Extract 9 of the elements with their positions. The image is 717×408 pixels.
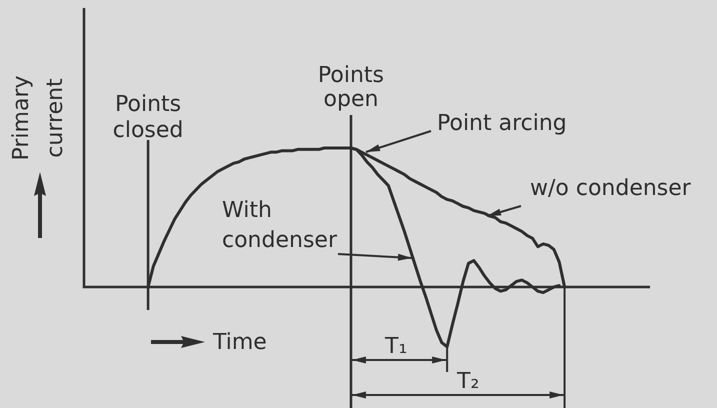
text: Points open <box>318 63 384 112</box>
series-label: w/o condenser <box>530 176 692 201</box>
x-axis-title: Time <box>212 330 267 355</box>
text: T₂ <box>456 369 480 394</box>
annotation: T₁ <box>384 334 408 359</box>
y-axis-title: Primary current <box>9 75 68 161</box>
text: Points closed <box>112 92 184 143</box>
series-label: With condenser <box>222 198 338 253</box>
text: Point arcing <box>437 111 567 136</box>
